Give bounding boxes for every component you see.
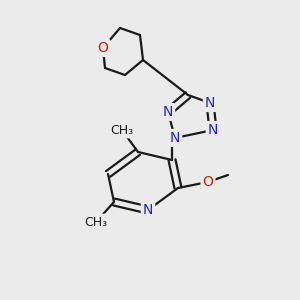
Text: N: N — [143, 203, 153, 217]
Text: N: N — [205, 96, 215, 110]
Text: N: N — [170, 131, 180, 145]
Text: CH₃: CH₃ — [84, 215, 108, 229]
Text: O: O — [202, 175, 213, 189]
Text: N: N — [163, 105, 173, 119]
Text: O: O — [98, 41, 108, 55]
Text: N: N — [208, 123, 218, 137]
Text: CH₃: CH₃ — [110, 124, 134, 136]
